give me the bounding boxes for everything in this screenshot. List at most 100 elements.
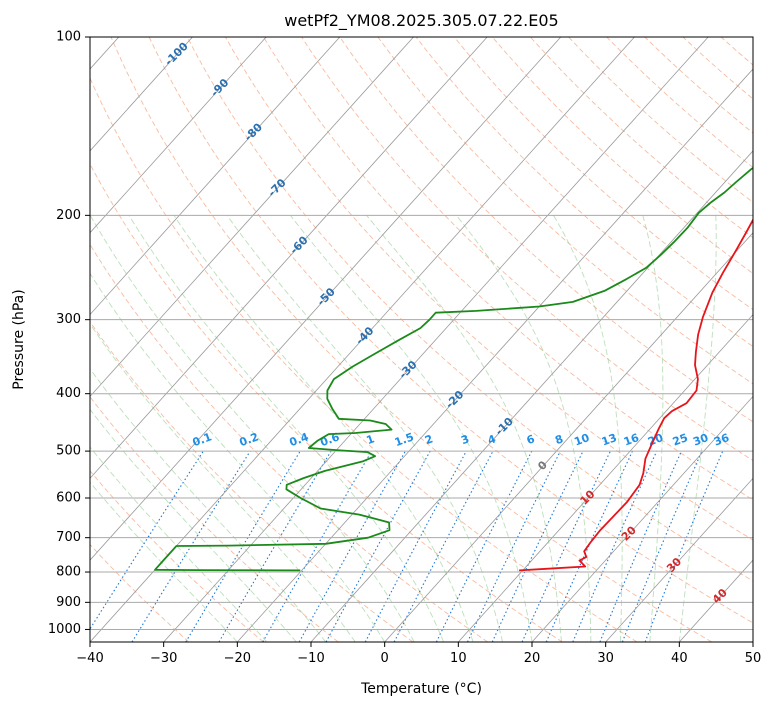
x-tick-label: −20 [224, 651, 251, 666]
x-axis-label: Temperature (°C) [360, 681, 482, 697]
y-tick-label: 700 [56, 530, 81, 545]
mixing-ratio-label: 36 [712, 431, 731, 449]
mixing-ratio-line [599, 450, 682, 642]
moist-adiabat [128, 215, 445, 642]
mixing-ratio-label: 6 [525, 432, 537, 447]
x-axis: −40 −30 −20 −10 0 10 20 30 40 50 [76, 642, 761, 666]
moist-adiabat [553, 215, 623, 642]
mixing-ratio-label: 0.1 [191, 430, 214, 449]
mixing-ratio-line [644, 450, 724, 642]
chart-title: wetPf2_YM08.2025.305.07.22.E05 [284, 11, 558, 31]
dry-adiabat [606, 37, 753, 169]
moist-adiabat [90, 272, 386, 642]
mixing-ratio-label: 0.6 [318, 430, 341, 449]
dry-adiabat [263, 37, 753, 501]
temperature-profile [519, 218, 753, 572]
mixing-ratio-line [364, 450, 467, 642]
mixing-ratio-label: 2 [423, 432, 435, 447]
dry-adiabat [90, 243, 488, 642]
moist-adiabat [290, 215, 533, 642]
moist-adiabat [90, 367, 327, 642]
dry-adiabat [148, 37, 753, 624]
isotherm [90, 37, 193, 152]
dry-adiabat [568, 37, 753, 203]
y-axis-label: Pressure (hPa) [11, 289, 27, 389]
x-tick-label: 50 [745, 651, 762, 666]
dry-adiabat [415, 37, 753, 348]
y-axis: 100 200 300 400 500 600 700 800 900 1000 [48, 30, 90, 637]
x-tick-label: 0 [381, 651, 389, 666]
moist-adiabat [678, 215, 717, 642]
isotherm [90, 37, 267, 234]
mixing-ratio-line [491, 450, 584, 642]
mixing-ratio-label: 16 [622, 431, 641, 449]
mixing-ratio-line [298, 450, 406, 642]
isotherm [384, 232, 753, 642]
mixing-ratio-label: 30 [691, 431, 710, 449]
dry-adiabat [720, 37, 753, 66]
background-lines [90, 37, 775, 642]
mixing-ratio-label: 3 [459, 432, 471, 447]
isotherm [90, 37, 488, 479]
plot-frame [89, 36, 754, 643]
moist-adiabat [90, 446, 268, 642]
dry-adiabat [644, 37, 753, 134]
x-tick-label: −40 [76, 651, 103, 666]
dry-adiabat [110, 37, 712, 642]
dry-adiabat [453, 37, 753, 311]
dry-adiabat [90, 77, 638, 642]
mixing-ratio-line [262, 450, 373, 642]
dry-adiabat [530, 37, 753, 239]
dewpoint-profile [154, 167, 753, 572]
dry-adiabat [90, 396, 339, 642]
x-tick-label: −10 [297, 651, 324, 666]
y-tick-label: 500 [56, 444, 81, 459]
x-tick-label: 20 [524, 651, 541, 666]
y-tick-label: 300 [56, 312, 81, 327]
moist-adiabat [90, 215, 415, 642]
x-tick-label: 30 [597, 651, 614, 666]
isotherm [679, 559, 753, 642]
mixing-ratio-line [467, 450, 561, 642]
mixing-ratio-line [572, 450, 658, 642]
isotherm [458, 313, 753, 642]
y-tick-label: 800 [56, 565, 81, 580]
isotherm [310, 150, 753, 642]
dry-adiabat [90, 320, 414, 642]
moist-adiabat [90, 323, 356, 642]
dry-adiabat [90, 163, 563, 642]
mixing-ratio-label: 0.2 [238, 430, 261, 449]
y-tick-label: 600 [56, 491, 81, 506]
moist-adiabat [173, 215, 474, 642]
x-tick-label: 40 [671, 651, 688, 666]
y-tick-label: 200 [56, 208, 81, 223]
dry-adiabat [90, 543, 190, 642]
moist-adiabat [90, 481, 238, 642]
isotherm [90, 37, 562, 561]
mixing-ratio-label: 25 [671, 431, 690, 448]
isotherm [605, 477, 753, 642]
moist-adiabat [226, 215, 503, 642]
isotherm [531, 395, 753, 642]
isotherm [90, 37, 635, 642]
y-tick-label: 1000 [48, 622, 81, 637]
dry-adiabat [225, 37, 753, 541]
mixing-ratio-line [90, 450, 204, 630]
mixing-ratio-label: 8 [553, 432, 565, 447]
dry-adiabat [90, 470, 264, 642]
moist-adiabat [366, 215, 562, 642]
mixing-ratio-label: 10 [572, 431, 591, 449]
mixing-ratio-line [521, 450, 611, 642]
dry-adiabat [759, 37, 775, 642]
profiles [154, 167, 753, 572]
mixing-ratio-label: 0.4 [288, 430, 311, 449]
isotherm [237, 68, 753, 642]
dry-adiabat [301, 37, 753, 462]
isotherm [163, 37, 709, 642]
isotherm [752, 641, 753, 642]
mixing-ratio-line [545, 450, 633, 642]
isotherm [90, 37, 414, 398]
x-tick-label: 10 [450, 651, 467, 666]
dry-adiabat [186, 37, 753, 582]
